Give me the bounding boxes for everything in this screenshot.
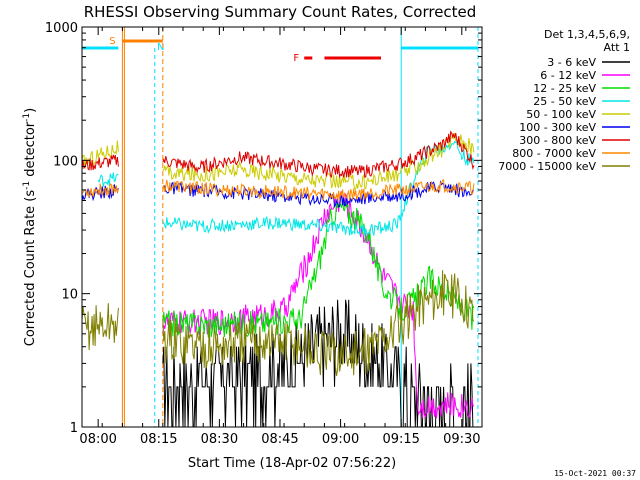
y-tick-label: 100 [53,154,78,169]
y-tick-label: 1000 [45,21,78,36]
legend-label: 6 - 12 keV [540,69,596,82]
y-tick-label: 1 [70,421,78,436]
chart-title: RHESSI Observing Summary Count Rates, Co… [84,3,477,21]
series-line-6 [81,180,475,209]
series-line-8 [81,179,475,201]
x-tick-label: 08:00 [79,432,116,447]
generated-timestamp: 15-Oct-2021 00:37 [554,469,636,478]
saa-flag-label: S [109,36,115,47]
x-axis-label: Start Time (18-Apr-02 07:56:22) [188,456,396,471]
legend-label: 12 - 25 keV [533,82,596,95]
series-line-7 [81,130,475,179]
x-tick-label: 09:15 [382,432,419,447]
x-tick-label: 08:30 [201,432,238,447]
legend-label: 300 - 800 keV [519,134,596,147]
legend-label: 800 - 7000 keV [512,147,596,160]
series-layer [81,130,475,428]
flag-layer: N S F [82,27,479,427]
series-line-3 [162,199,475,338]
legend-label: 25 - 50 keV [533,95,596,108]
series-line-5 [81,132,475,190]
y-tick-label: 10 [61,288,78,303]
flare-flag-label: F [293,53,299,64]
tick-layer: 08:00 08:15 08:30 08:45 09:00 09:15 09:30 1 10 10… [45,21,482,447]
plot-frame [81,26,483,428]
night-flag-label: N [157,42,164,53]
legend-label: 7000 - 15000 keV [498,160,596,173]
x-tick-label: 09:30 [443,432,480,447]
x-tick-label: 08:15 [140,432,177,447]
legend-header-detectors: Det 1,3,4,5,6,9, [544,28,630,41]
legend-header-attenuator: Att 1 [604,41,630,54]
legend-label: 100 - 300 keV [519,121,596,134]
legend-label: 50 - 100 keV [526,108,596,121]
x-tick-label: 09:00 [322,432,359,447]
y-axis-label: Corrected Count Rate (s-1 detector-1) [22,108,38,346]
legend-label: 3 - 6 keV [547,56,596,69]
x-tick-label: 08:45 [261,432,298,447]
series-line-9 [81,270,475,376]
